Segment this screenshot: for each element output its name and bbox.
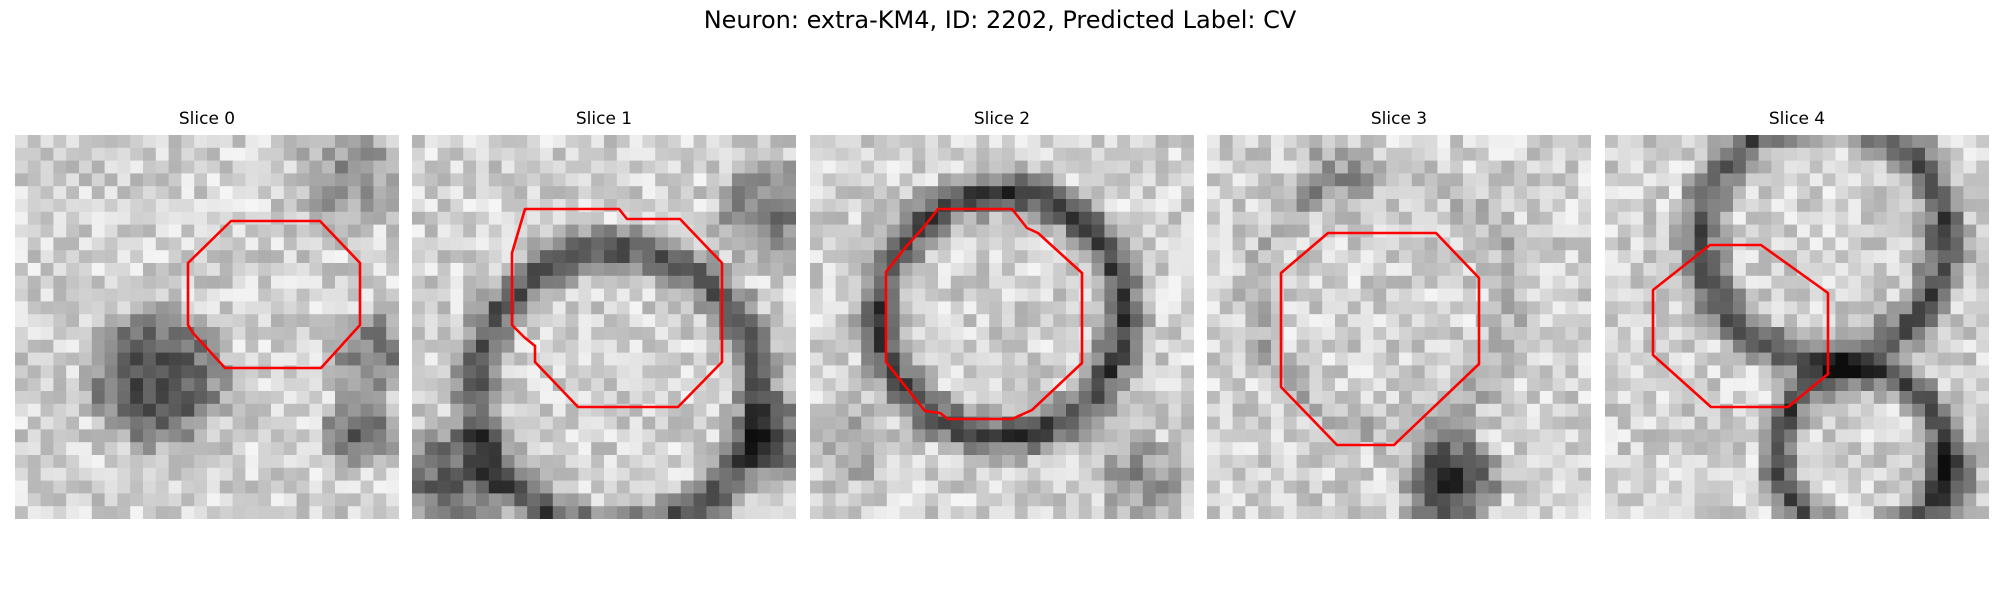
pixel-grid [1207, 135, 1591, 519]
slice-image-2 [810, 135, 1194, 519]
slice-panel-2: Slice 2 [810, 108, 1194, 519]
slice-panel-3: Slice 3 [1207, 108, 1591, 519]
slice-image-3 [1207, 135, 1591, 519]
pixel-grid [412, 135, 796, 519]
slice-title-1: Slice 1 [575, 109, 633, 129]
segmentation-contour [884, 207, 1084, 421]
pixel-grid [810, 135, 1194, 519]
pixel-grid [1605, 135, 1989, 519]
figure-title: Neuron: extra-KM4, ID: 2202, Predicted L… [703, 6, 1297, 34]
slice-image-1 [412, 135, 796, 519]
segmentation-contour [186, 219, 362, 370]
slice-title-0: Slice 0 [178, 109, 236, 129]
slice-title-3: Slice 3 [1370, 109, 1428, 129]
slice-title-2: Slice 2 [973, 109, 1031, 129]
slice-image-0 [15, 135, 399, 519]
slice-panel-0: Slice 0 [15, 108, 399, 519]
pixel-grid [15, 135, 399, 519]
segmentation-contour [1279, 231, 1481, 447]
slice-panel-4: Slice 4 [1605, 108, 1989, 519]
segmentation-contour [1651, 243, 1830, 409]
slice-panel-1: Slice 1 [412, 108, 796, 519]
slice-title-4: Slice 4 [1768, 109, 1826, 129]
segmentation-contour [510, 207, 724, 409]
slice-image-4 [1605, 135, 1989, 519]
